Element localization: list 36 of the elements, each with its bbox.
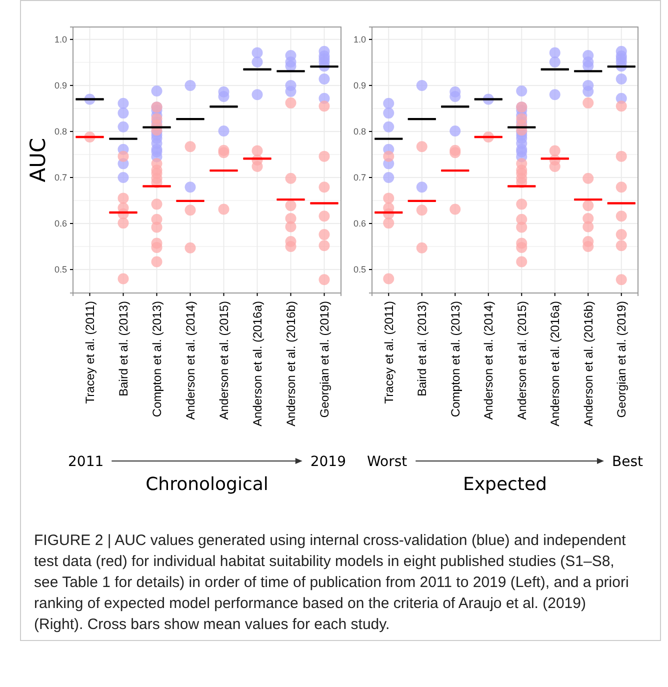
y-axis-title: AUC [26,138,50,182]
x-axis-title: Chronological [146,474,268,495]
x-tick-label: Anderson et al. (2016b) [581,301,596,426]
y-tick-label: 0.7 [54,172,67,182]
x-tick-label: Tracey et al. (2011) [82,301,97,404]
x-tick-label: Anderson et al. (2015) [514,301,529,420]
y-tick-label: 0.9 [54,80,67,90]
y-tick-label: 0.5 [54,264,67,274]
x-tick-label: Anderson et al. (2015) [216,301,231,420]
y-tick-label: 0.8 [353,126,366,136]
y-tick-label: 0.6 [54,218,67,228]
y-tick-label: 0.7 [353,172,366,182]
y-tick-label: 1.0 [353,34,366,44]
text: Worst [367,454,408,470]
x-tick-label: Baird et al. (2013) [116,301,130,396]
x-tick-label: Tracey et al. (2011) [382,301,396,404]
y-tick-label: 0.8 [54,126,67,136]
x-tick-label: Georgian et al. (2019) [317,301,332,418]
x-tick-label: Compton et al. (2013) [448,300,462,418]
text: 2011 [68,454,104,470]
y-tick-label: 0.6 [353,218,366,228]
x-tick-label: Anderson et al. (2016a) [548,301,562,426]
x-tick-label: Georgian et al. (2019) [614,301,629,418]
x-tick-label: Compton et al. (2013) [150,300,164,418]
text: Best [612,454,644,470]
y-tick-label: 0.9 [353,80,366,90]
x-tick-label: Anderson et al. (2014) [482,301,496,420]
x-tick-label: Anderson et al. (2014) [183,301,198,420]
x-axis-title: Expected [463,474,547,495]
caption: FIGURE 2 | AUC values generated using internal cross-validation (blue) and independent test data (red) for individual habitat suitability models in eight published studies (S1–S8, see Table 1 for details) in order of time of publication from 2011 to 2019 (Left), and a priori ranking of expected model performance based on the criteria of Araujo et al. (2019) (Right). Cross bars show mean values for each study. [34,531,630,635]
y-tick-label: 1.0 [54,34,67,44]
y-tick-label: 0.5 [353,264,366,274]
x-tick-label: Anderson et al. (2016b) [284,301,298,426]
x-tick-label: Anderson et al. (2016a) [250,301,264,426]
x-tick-label: Baird et al. (2013) [415,301,430,396]
text: 2019 [310,454,346,470]
